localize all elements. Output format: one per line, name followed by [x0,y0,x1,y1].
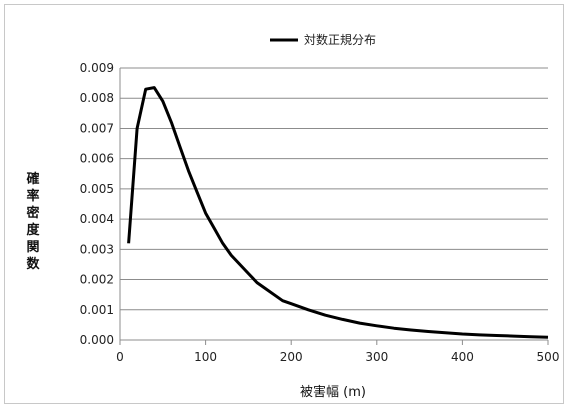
y-tick-label: 0.000 [80,333,114,347]
y-axis-title-char: 数 [26,256,40,272]
y-tick-label: 0.001 [80,303,114,317]
y-axis-title-char: 関 [26,240,39,255]
x-tick-label: 300 [365,350,388,364]
y-tick-label: 0.003 [80,242,114,256]
x-tick-label: 100 [194,350,217,364]
y-axis-title-char: 度 [26,222,40,238]
x-tick-label: 0 [116,350,124,364]
y-tick-label: 0.005 [80,182,114,196]
y-tick-label: 0.008 [80,91,114,105]
chart-frame [4,4,564,404]
y-axis-title-char: 密 [25,205,39,221]
series-line [127,86,549,339]
x-tick-label: 500 [537,350,560,364]
y-axis-title-char: 確 [26,171,39,187]
series-layer [127,86,549,339]
axis-layer: 0.000 0.001 0.002 0.003 0.004 0.005 0.006 0.007… [80,61,560,364]
legend: 対数正規分布 [270,32,376,47]
y-axis-title-char: 率 [26,188,39,204]
y-tick-label: 0.009 [80,61,114,75]
y-tick-label: 0.002 [80,273,114,287]
grid-layer [120,67,548,311]
y-tick-label: 0.006 [80,152,114,166]
x-tick-label: 400 [451,350,474,364]
y-tick-label: 0.004 [80,212,114,226]
x-tick-label: 200 [280,350,303,364]
legend-label: 対数正規分布 [304,32,376,47]
x-axis-title: 被害幅 (m) [300,384,366,400]
y-tick-label: 0.007 [80,121,114,135]
